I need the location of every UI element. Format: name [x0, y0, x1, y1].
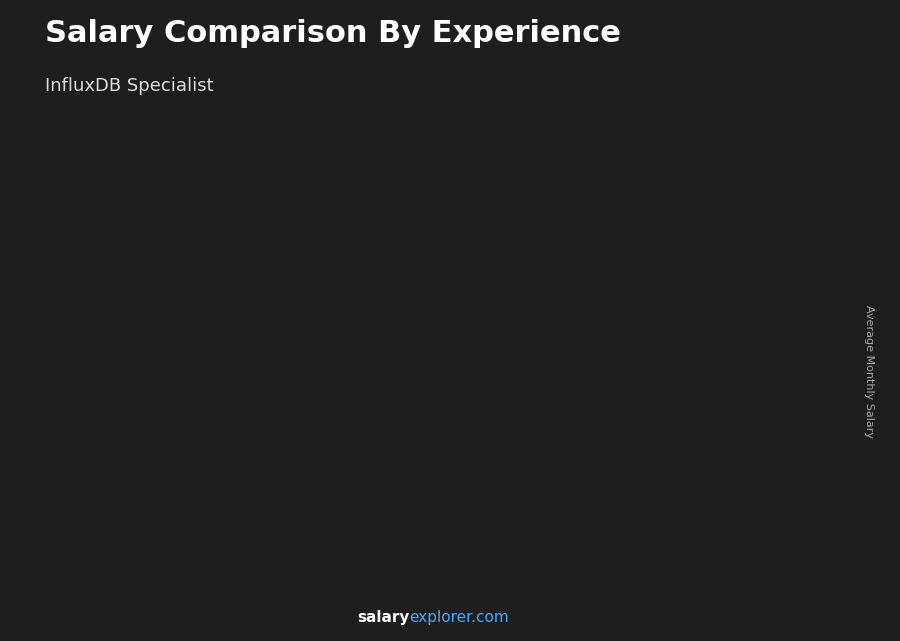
Polygon shape — [783, 61, 792, 115]
Bar — [462, 305, 526, 311]
Text: salary: salary — [357, 610, 410, 625]
Bar — [90, 454, 155, 456]
Bar — [219, 401, 274, 558]
Polygon shape — [783, 6, 792, 61]
Text: 0 EUR: 0 EUR — [722, 194, 761, 208]
Bar — [149, 454, 155, 558]
Bar — [338, 349, 402, 354]
Bar — [590, 260, 645, 558]
Bar — [715, 212, 769, 558]
Bar — [467, 305, 521, 558]
Polygon shape — [722, 58, 789, 88]
Text: 0 EUR: 0 EUR — [226, 384, 266, 397]
Polygon shape — [750, 59, 791, 108]
Bar — [769, 212, 774, 558]
Text: explorer.com: explorer.com — [410, 610, 509, 625]
Polygon shape — [722, 33, 789, 63]
Bar — [521, 305, 526, 558]
Text: InfluxDB Specialist: InfluxDB Specialist — [45, 77, 213, 95]
Text: Average Monthly Salary: Average Monthly Salary — [863, 305, 874, 438]
Bar — [586, 260, 650, 268]
Polygon shape — [729, 65, 846, 72]
Bar — [95, 454, 149, 558]
Polygon shape — [784, 13, 825, 62]
Bar — [245, 401, 250, 558]
Polygon shape — [750, 13, 791, 62]
Text: 0 EUR: 0 EUR — [350, 332, 390, 345]
Bar — [709, 212, 774, 221]
Text: +nan%: +nan% — [139, 324, 210, 342]
Bar — [492, 305, 498, 558]
Bar — [645, 260, 650, 558]
Polygon shape — [712, 58, 788, 63]
Bar — [274, 401, 278, 558]
Text: +nan%: +nan% — [634, 135, 706, 153]
Text: 0 EUR: 0 EUR — [598, 243, 638, 256]
Polygon shape — [729, 74, 846, 109]
Bar — [121, 454, 126, 558]
Text: 0 EUR: 0 EUR — [103, 436, 142, 449]
Bar — [741, 212, 746, 558]
Bar — [616, 260, 622, 558]
Text: 0 EUR: 0 EUR — [474, 287, 514, 301]
Bar — [369, 349, 374, 558]
Bar — [214, 401, 278, 405]
Text: +nan%: +nan% — [510, 183, 581, 201]
Polygon shape — [784, 59, 825, 108]
Polygon shape — [786, 58, 853, 88]
Text: +nan%: +nan% — [263, 272, 334, 290]
Bar — [343, 349, 397, 558]
Bar — [397, 349, 402, 558]
Polygon shape — [788, 58, 863, 63]
Text: +nan%: +nan% — [387, 228, 457, 246]
Polygon shape — [786, 33, 853, 63]
Text: Salary Comparison By Experience: Salary Comparison By Experience — [45, 19, 621, 48]
